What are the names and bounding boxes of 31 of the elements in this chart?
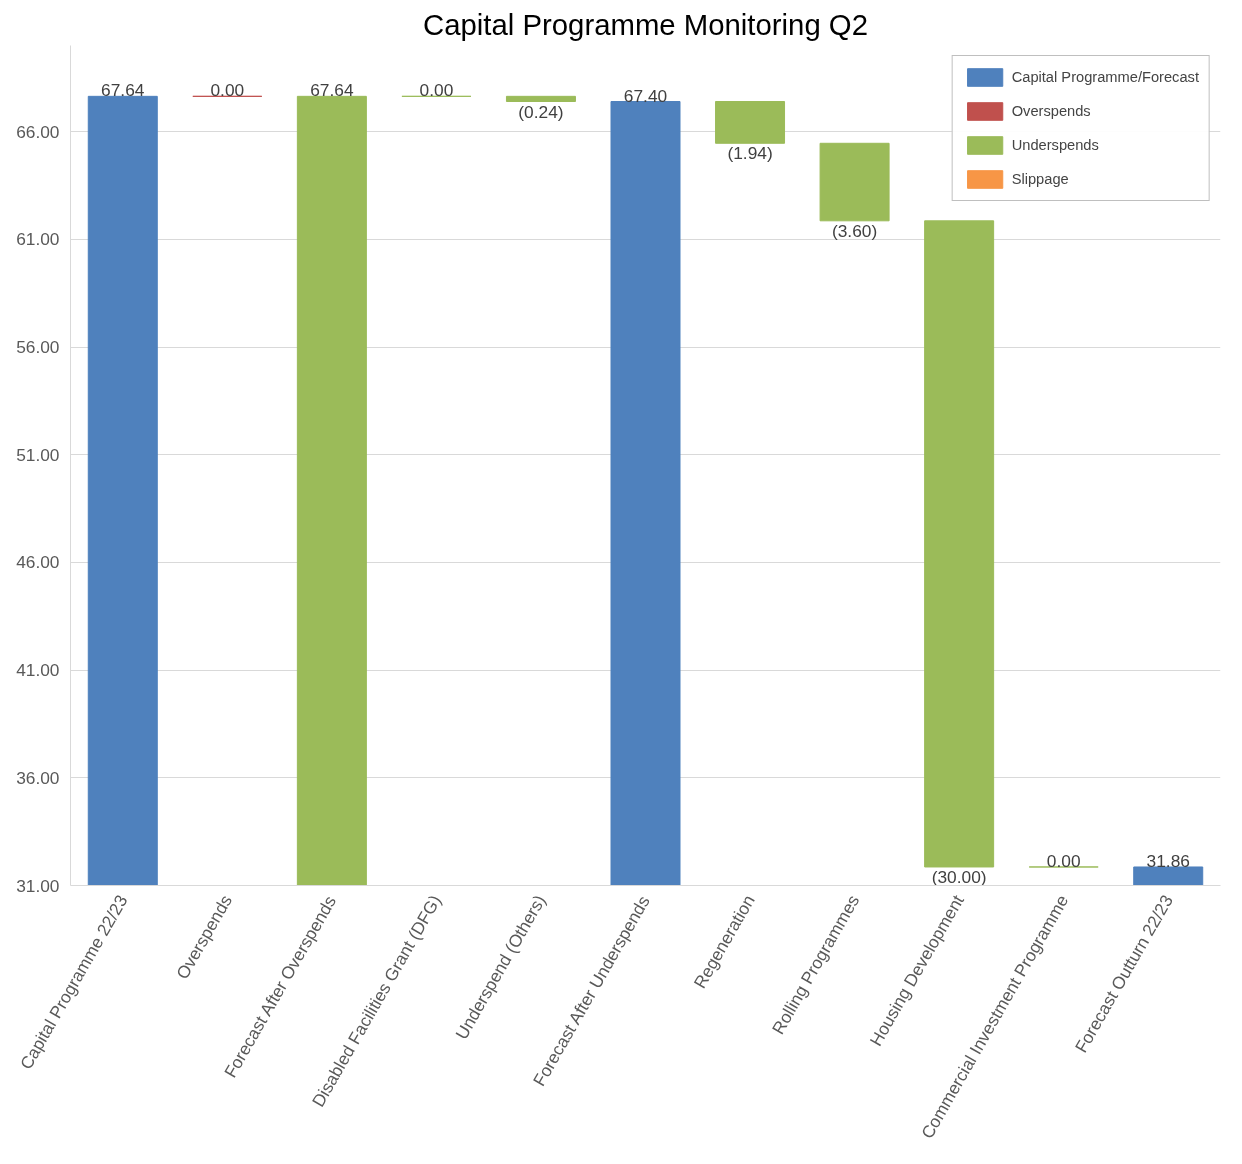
text: 31.86 [1146,850,1190,871]
bar [87,95,158,886]
chart-title: Capital Programme Monitoring Q2 [423,7,868,41]
bar [924,220,995,868]
text: 0.00 [419,80,454,101]
text: 67.40 [623,85,668,106]
bar [819,142,890,222]
bar [1133,866,1204,886]
y-tick-label: 56.00 [16,337,60,358]
bar [610,101,681,886]
y-tick-label: 61.00 [16,229,60,250]
text: (0.24) [518,101,564,122]
bar [296,95,367,886]
legend-label: Slippage [1011,171,1069,187]
text: (3.60) [831,220,878,241]
y-tick-label: 41.00 [16,660,60,681]
bar [505,95,576,102]
text: 0.00 [210,80,245,101]
y-tick-label: 46.00 [16,552,60,573]
text: 67.64 [310,80,354,101]
y-tick-label: 36.00 [16,767,60,788]
legend-label: Overspends [1011,103,1091,119]
y-tick-label: 31.00 [16,875,60,896]
y-tick-label: 66.00 [16,121,60,142]
bar [715,101,786,144]
text: 0.00 [1046,850,1081,871]
text: 67.64 [101,80,145,101]
legend-label: Underspends [1011,137,1099,153]
legend-label: Capital Programme/Forecast [1011,69,1199,85]
y-tick-label: 51.00 [16,444,60,465]
text: (1.94) [727,143,773,164]
